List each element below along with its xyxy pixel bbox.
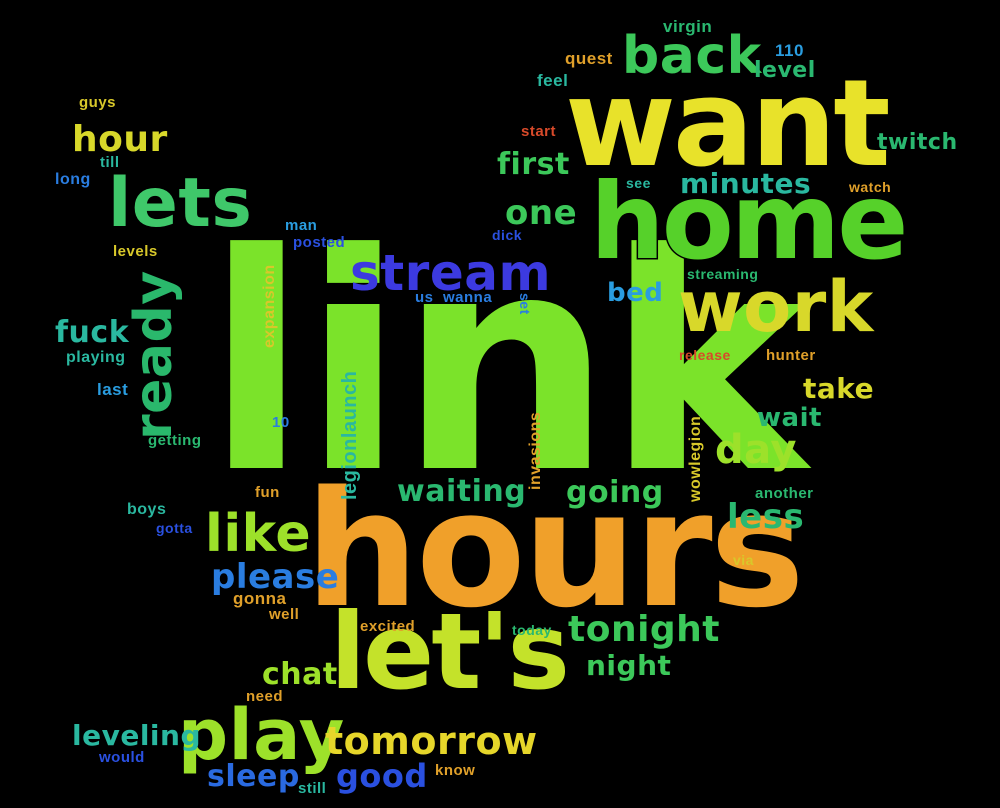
word-please: please	[211, 557, 340, 597]
word-hour: hour	[72, 119, 168, 160]
word-one: one	[505, 193, 578, 233]
word-expansion: expansion	[261, 264, 278, 348]
word-hunter: hunter	[766, 347, 816, 364]
word-tonight: tonight	[568, 609, 721, 650]
word-wanna: wanna	[443, 289, 493, 306]
word-watch: watch	[849, 179, 892, 195]
word-still: still	[298, 780, 327, 797]
word-start: start	[521, 123, 557, 140]
word-leveling: leveling	[72, 719, 202, 752]
word-like: like	[205, 504, 312, 564]
word-see: see	[626, 175, 651, 191]
word-till: till	[100, 154, 120, 171]
word-long: long	[55, 171, 91, 188]
word-need: need	[246, 688, 284, 705]
word-would: would	[99, 749, 145, 766]
word-110: 110	[775, 41, 804, 60]
word-take: take	[803, 372, 875, 405]
word-lets: lets	[108, 164, 253, 243]
word-quest: quest	[565, 49, 613, 68]
word-know: know	[435, 762, 476, 779]
word-minutes: minutes	[680, 167, 812, 200]
word-twitch: twitch	[877, 130, 958, 155]
word-posted: posted	[293, 234, 346, 251]
word-fun: fun	[255, 484, 280, 501]
word-stream: stream	[350, 244, 552, 302]
word-home: home	[589, 161, 911, 283]
word-going: going	[566, 475, 664, 510]
word-hours: hours	[304, 456, 807, 643]
word-wowlegion: wowlegion	[687, 415, 704, 502]
word-level: level	[754, 58, 816, 83]
word-sleep: sleep	[207, 759, 300, 794]
word-well: well	[269, 606, 300, 623]
word-lets-apostrophe: let's	[328, 591, 571, 713]
word-work: work	[678, 266, 874, 348]
word-waiting: waiting	[397, 474, 527, 509]
word-levels: levels	[113, 243, 158, 260]
word-fuck: fuck	[55, 315, 130, 350]
word-boys: boys	[127, 501, 167, 518]
word-play: play	[178, 694, 345, 776]
word-dick: dick	[492, 227, 523, 243]
word-bed: bed	[607, 278, 664, 308]
word-first: first	[497, 147, 570, 182]
word-ready: ready	[124, 270, 184, 440]
word-virgin: virgin	[663, 17, 713, 36]
word-streaming: streaming	[687, 266, 759, 282]
word-chat: chat	[262, 657, 338, 692]
word-day: day	[715, 427, 797, 473]
word-link: link	[204, 190, 808, 539]
word-tomorrow: tomorrow	[325, 719, 538, 763]
word-set: set	[517, 293, 533, 315]
word-night: night	[586, 649, 672, 682]
word-less: less	[727, 497, 805, 537]
word-gonna: gonna	[233, 589, 287, 608]
word-today: today	[512, 622, 552, 638]
word-guys: guys	[79, 94, 117, 111]
word-playing: playing	[66, 349, 126, 366]
word-release: release	[679, 347, 731, 363]
word-invasions: invasions	[527, 411, 544, 490]
word-legionlaunch: legionlaunch	[339, 370, 361, 500]
word-getting: getting	[148, 432, 202, 449]
word-wait: wait	[757, 403, 822, 433]
word-good: good	[336, 757, 428, 795]
word-last: last	[97, 380, 129, 399]
word-feel: feel	[537, 71, 569, 90]
word-another: another	[755, 485, 814, 502]
word-us: us	[415, 289, 434, 306]
word-back: back	[622, 26, 762, 86]
word-gotta: gotta	[156, 520, 193, 536]
word-via: via	[733, 552, 754, 568]
word-10: 10	[272, 414, 290, 431]
word-want: want	[564, 55, 893, 194]
word-man: man	[285, 217, 318, 234]
word-excited: excited	[360, 618, 416, 635]
